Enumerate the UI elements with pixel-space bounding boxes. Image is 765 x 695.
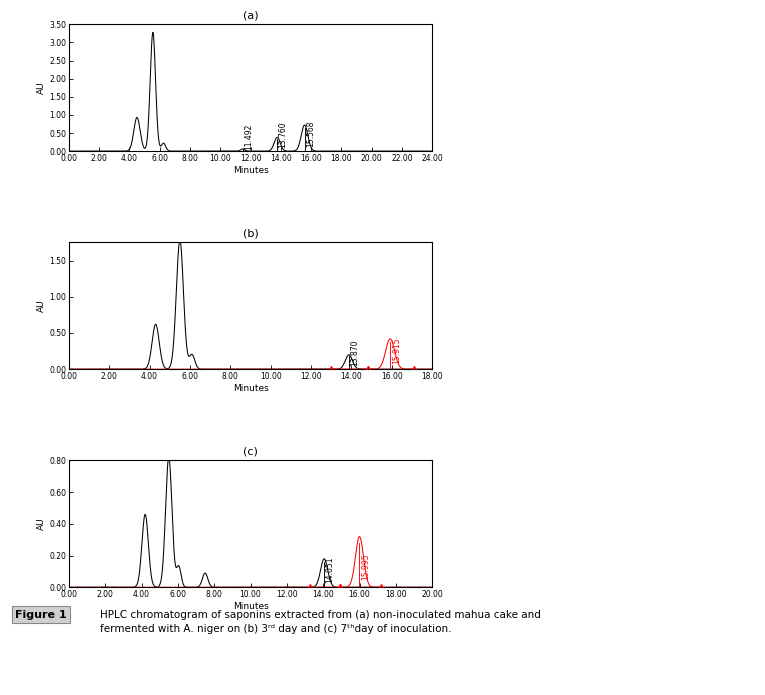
X-axis label: Minutes: Minutes [233,165,269,174]
Y-axis label: AU: AU [37,300,47,312]
X-axis label: Minutes: Minutes [233,384,269,393]
Text: Figure 1: Figure 1 [15,610,67,620]
Text: 13.760: 13.760 [278,122,288,148]
Text: 15.995: 15.995 [361,553,370,580]
Y-axis label: AU: AU [37,81,47,94]
Y-axis label: AU: AU [37,518,47,530]
Text: HPLC chromatogram of saponins extracted from (a) non-inoculated mahua cake and
f: HPLC chromatogram of saponins extracted … [99,610,541,634]
Text: 13.870: 13.870 [350,340,360,366]
X-axis label: Minutes: Minutes [233,602,269,611]
Title: (b): (b) [243,229,259,239]
Text: 11.492: 11.492 [244,123,253,149]
Title: (a): (a) [243,10,259,21]
Text: 15.568: 15.568 [306,120,314,147]
Text: 15.915: 15.915 [392,338,401,364]
Text: 14.051: 14.051 [326,556,334,582]
Title: (c): (c) [243,447,258,457]
